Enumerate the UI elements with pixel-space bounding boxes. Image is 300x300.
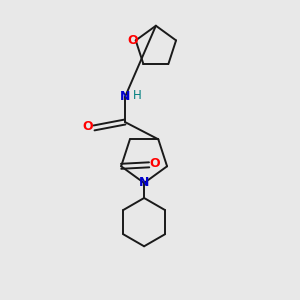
- Text: O: O: [150, 157, 160, 170]
- Text: O: O: [128, 34, 138, 47]
- Text: N: N: [120, 91, 130, 103]
- Text: N: N: [139, 176, 149, 190]
- Text: O: O: [83, 120, 94, 133]
- Text: H: H: [133, 89, 142, 102]
